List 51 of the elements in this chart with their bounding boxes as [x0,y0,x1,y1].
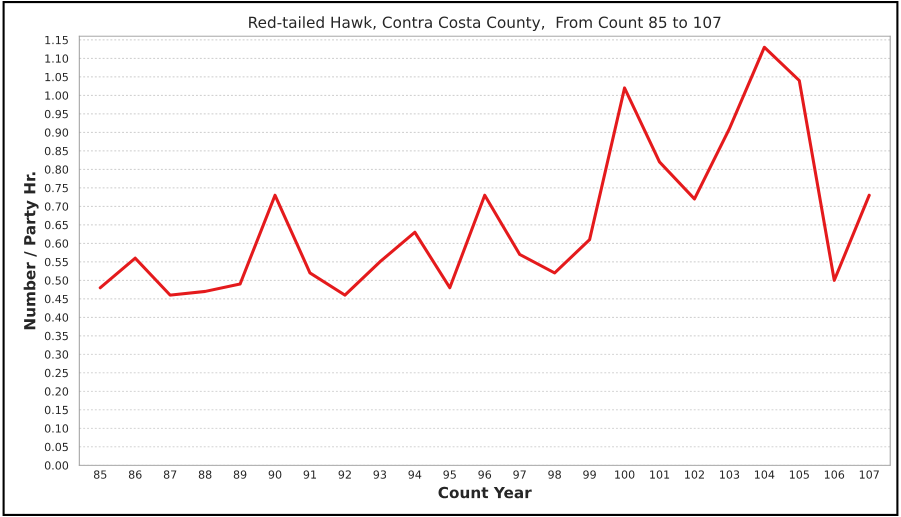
x-tick-label: 88 [198,470,212,479]
y-tick-label: 0.30 [44,350,68,359]
y-tick-label: 0.05 [44,442,68,452]
y-tick-label: 1.10 [45,54,68,63]
x-tick-label: 100 [615,470,634,479]
x-tick-label: 86 [128,470,142,479]
y-tick-label: 0.00 [44,461,68,470]
y-tick-label: 1.00 [45,91,68,100]
x-tick-label: 99 [583,470,596,479]
x-tick-label: 94 [408,470,422,479]
y-tick-label: 0.20 [44,387,68,396]
y-tick-label: 0.55 [44,258,68,266]
y-tick-label: 0.15 [44,406,68,414]
y-tick-label: 0.35 [44,332,68,340]
y-tick-label: 0.25 [44,368,68,378]
y-tick-label: 0.10 [44,424,68,433]
x-tick-label: 102 [685,470,704,479]
y-tick-label: 0.75 [44,184,68,192]
x-tick-label: 87 [164,470,176,479]
line-series [98,46,871,297]
x-tick-label: 90 [268,470,282,479]
y-tick-label: 1.05 [45,72,68,82]
x-tick-label: 93 [374,470,386,479]
x-tick-label: 104 [754,470,774,479]
x-tick-label: 98 [548,470,561,479]
x-tick-label: 103 [720,470,740,479]
y-tick-label: 0.85 [44,146,68,156]
chart-title: Red-tailed Hawk, Contra Costa County, From Count 85 to 107 [249,16,721,32]
y-tick-label: 0.65 [44,220,68,230]
x-tick-label: 95 [443,470,456,479]
x-tick-label: 101 [650,470,670,479]
y-tick-label: 0.50 [44,276,68,285]
x-tick-label: 96 [478,470,492,479]
x-tick-label: 89 [234,470,246,479]
y-tick-label: 0.95 [44,110,68,118]
y-tick-label: 0.90 [44,128,68,137]
x-axis-title: Count Year [438,486,532,498]
y-tick-label: 0.60 [44,239,68,248]
y-axis-title: Number / Party Hr. [24,172,39,330]
x-tick-label: 85 [94,470,106,479]
y-tick-label: 0.80 [44,165,68,174]
x-tick-label: 106 [824,470,844,479]
x-tick-label: 107 [860,470,879,479]
y-tick-label: 0.45 [44,294,68,304]
y-tick-label: 1.15 [45,36,68,44]
x-tick-label: 105 [790,470,809,479]
y-tick-label: 0.70 [44,202,68,211]
y-tick-label: 0.40 [44,313,68,322]
x-tick-label: 91 [304,470,316,479]
x-tick-label: 92 [338,470,351,479]
x-tick-label: 97 [513,470,526,479]
